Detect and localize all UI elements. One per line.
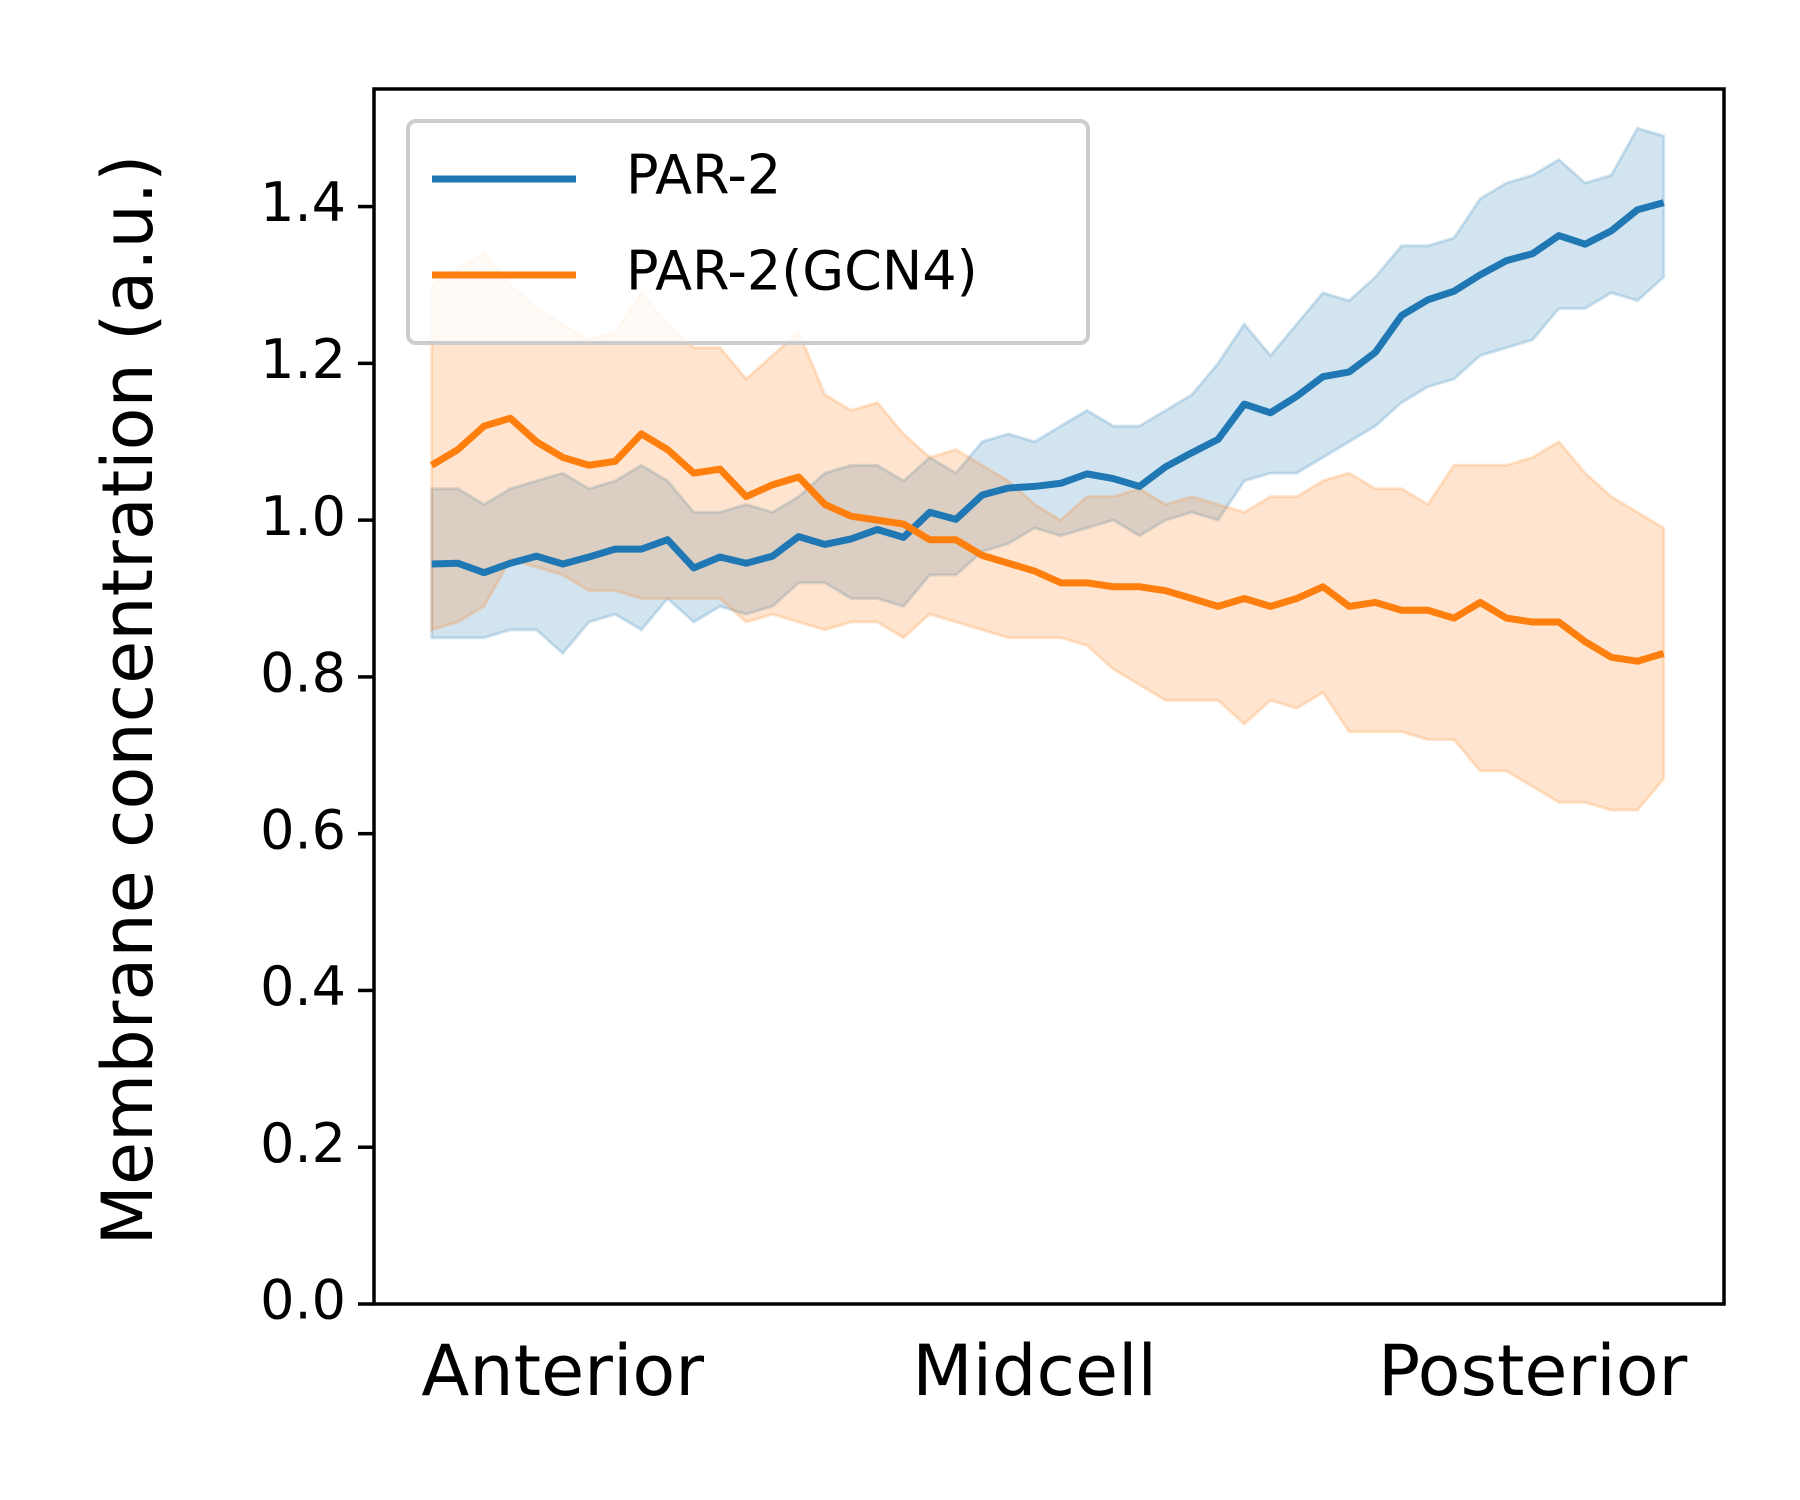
legend-label: PAR-2(GCN4) [626,240,978,303]
y-tick-label: 0.0 [260,1269,346,1332]
legend-box [406,119,1090,345]
confidence-band [430,126,1666,656]
y-tick-label: 0.4 [260,955,346,1018]
x-tick-label: Posterior [1378,1330,1688,1412]
line [429,414,1665,665]
confidence-band [430,251,1666,812]
y-tick-label: 1.2 [260,328,346,391]
y-tick-label: 0.2 [260,1112,346,1175]
axes-frame [372,87,1726,1306]
y-tick-label: 1.0 [260,485,346,548]
y-tick-label: 0.8 [260,642,346,705]
y-axis-label: Membrane concentration (a.u.) [87,155,169,1246]
line [431,199,1665,577]
y-tick-label: 0.6 [260,798,346,861]
x-tick-label: Midcell [912,1330,1157,1412]
legend-label: PAR-2 [626,144,781,207]
x-tick-label: Anterior [421,1330,704,1412]
y-tick-label: 1.4 [260,171,346,234]
